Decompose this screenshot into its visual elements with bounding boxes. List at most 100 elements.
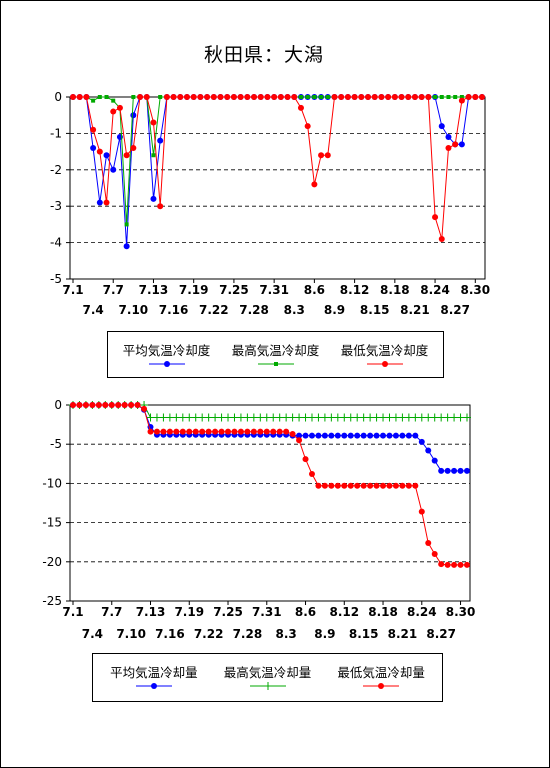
data-point — [141, 405, 148, 412]
data-point — [338, 94, 345, 100]
data-point — [458, 141, 465, 148]
data-point — [104, 95, 109, 99]
data-point — [90, 144, 97, 151]
data-point — [405, 432, 412, 439]
x-tick-label: 8.9 — [324, 303, 345, 317]
x-tick-label: 7.25 — [219, 283, 249, 297]
data-point — [244, 94, 251, 100]
series-markers — [70, 94, 485, 242]
x-tick-label: 8.15 — [349, 627, 379, 641]
x-tick-label: 7.28 — [239, 303, 269, 317]
x-tick-label: 8.6 — [304, 283, 325, 297]
x-tick-label: 7.28 — [233, 627, 263, 641]
data-point — [392, 432, 399, 439]
data-point — [95, 402, 102, 408]
data-point — [344, 94, 351, 100]
y-tick-label: -20 — [42, 555, 62, 569]
data-point — [444, 561, 451, 568]
x-tick-label: 7.13 — [136, 605, 166, 619]
data-point — [263, 428, 270, 435]
legend-mark-avg — [112, 357, 221, 373]
legend-marker — [273, 362, 278, 366]
x-tick-label: 8.24 — [407, 605, 437, 619]
legend-sample — [366, 361, 403, 367]
x-tick-label: 8.30 — [460, 283, 490, 297]
page-title: 秋田県：大潟 — [203, 44, 324, 66]
x-tick-label: 8.15 — [360, 303, 390, 317]
data-point — [83, 94, 90, 100]
y-tick-label: -10 — [42, 476, 62, 490]
data-point — [334, 432, 341, 439]
data-point — [312, 95, 317, 99]
data-point — [334, 482, 341, 489]
data-point — [134, 402, 141, 408]
legend-sample — [135, 683, 172, 689]
data-point — [465, 94, 472, 100]
data-point — [438, 123, 445, 130]
data-point — [192, 428, 199, 435]
data-point — [398, 94, 405, 100]
data-point — [147, 428, 154, 435]
data-point — [412, 482, 419, 489]
data-point — [124, 222, 129, 227]
data-point — [432, 214, 439, 221]
data-point — [380, 482, 387, 489]
data-point — [264, 94, 271, 100]
data-point — [328, 482, 335, 489]
data-point — [283, 428, 290, 435]
data-point — [341, 482, 348, 489]
data-point — [385, 94, 392, 100]
data-point — [179, 428, 186, 435]
data-point — [479, 94, 485, 100]
y-tick-label: -4 — [50, 236, 62, 250]
legend-marker — [263, 682, 272, 690]
legend-label-max: 最高気温冷却度 — [231, 343, 320, 358]
data-point — [110, 108, 117, 115]
x-tick-label: 7.31 — [259, 283, 289, 297]
data-point — [418, 438, 425, 445]
x-tick-label: 7.7 — [101, 605, 122, 619]
legend-mark-min — [324, 679, 438, 695]
data-point — [347, 482, 354, 489]
data-point — [231, 428, 238, 435]
data-point — [433, 95, 438, 99]
data-point — [305, 95, 310, 99]
data-point — [102, 402, 109, 408]
data-point — [321, 432, 328, 439]
data-point — [218, 428, 225, 435]
y-tick-label: -15 — [42, 516, 62, 530]
x-tick-label: 7.31 — [252, 605, 282, 619]
data-point — [438, 235, 445, 242]
data-point — [277, 94, 284, 100]
data-point — [163, 94, 170, 100]
data-point — [157, 137, 164, 144]
data-point — [130, 144, 137, 151]
data-point — [315, 482, 322, 489]
data-point — [91, 98, 96, 103]
data-point — [445, 144, 452, 151]
legend-sample — [148, 361, 185, 367]
data-point — [70, 402, 76, 408]
data-point — [451, 467, 458, 474]
data-point — [298, 95, 303, 99]
data-point — [297, 104, 304, 111]
legend-mark-avg — [97, 679, 211, 695]
y-tick-label: 0 — [54, 90, 62, 104]
data-point — [458, 97, 465, 104]
data-point — [325, 95, 330, 99]
cumulative-cooling-chart: 0 -5 -10 -15 -20 -257.1 7.7 7.13 7.19 7.25 7.31 8.6… — [42, 398, 475, 641]
legend-marker — [150, 683, 157, 689]
data-point — [367, 482, 374, 489]
data-point — [257, 94, 264, 100]
data-point — [438, 467, 445, 474]
x-tick-label: 7.16 — [159, 303, 189, 317]
data-point — [438, 561, 445, 568]
legend-mark-max — [221, 357, 330, 373]
data-point — [378, 94, 385, 100]
data-point — [244, 428, 251, 435]
legend-label-avg: 平均気温冷却度 — [122, 343, 211, 358]
legend-marker — [378, 683, 385, 689]
data-point — [392, 482, 399, 489]
data-point — [451, 561, 458, 568]
data-point — [321, 482, 328, 489]
